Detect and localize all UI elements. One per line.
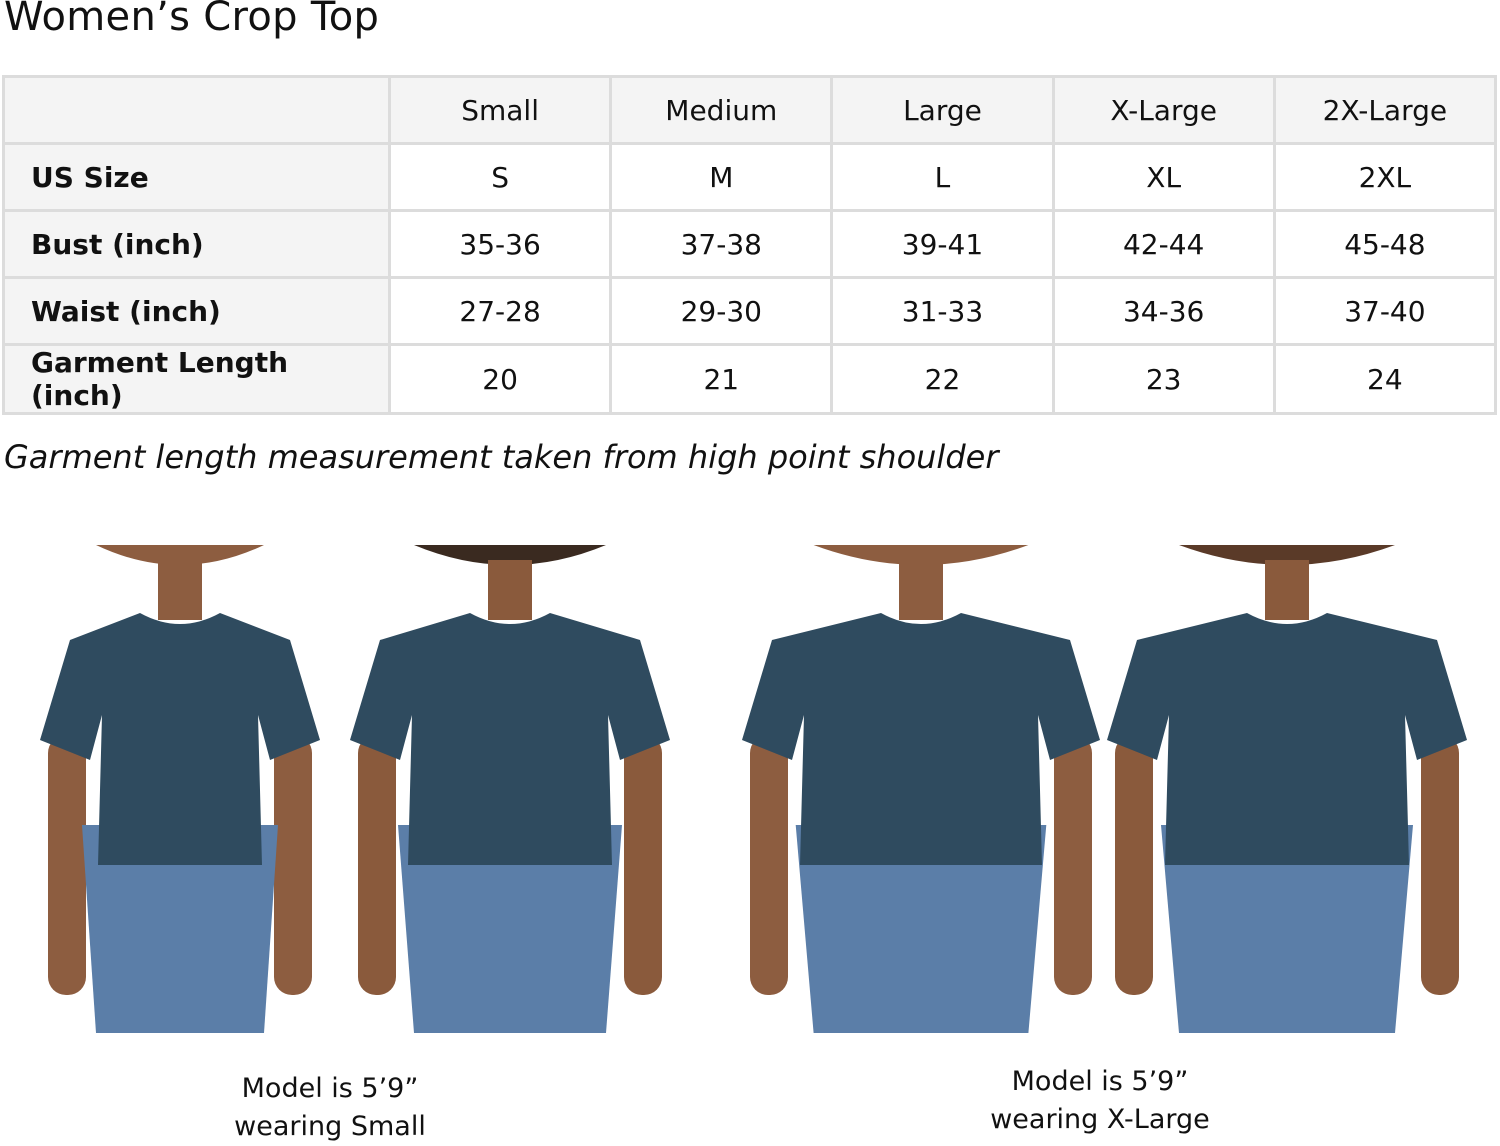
crop-top-shirt bbox=[40, 613, 320, 865]
row-header: Bust (inch) bbox=[2, 209, 391, 279]
head-area bbox=[1179, 545, 1395, 565]
table-row: US Size S M L XL 2XL bbox=[2, 142, 1498, 212]
arm-left bbox=[750, 735, 788, 995]
jeans bbox=[795, 825, 1047, 1033]
arm-left bbox=[358, 735, 396, 995]
caption-line: Model is 5’9” bbox=[1011, 1066, 1189, 1097]
table-cell: XL bbox=[1051, 142, 1276, 212]
page-title: Women’s Crop Top bbox=[4, 0, 380, 40]
table-cell: 27-28 bbox=[387, 276, 613, 346]
jeans bbox=[1161, 825, 1413, 1033]
table-row: Garment Length (inch) 20 21 22 23 24 bbox=[2, 343, 1498, 415]
crop-top-shirt bbox=[1107, 613, 1467, 865]
caption-line: wearing X-Large bbox=[990, 1104, 1210, 1135]
caption-small: Model is 5’9” wearing Small bbox=[130, 1070, 530, 1146]
head-area bbox=[96, 545, 264, 565]
measurement-note: Garment length measurement taken from hi… bbox=[4, 438, 999, 476]
neck bbox=[1265, 560, 1309, 620]
neck bbox=[488, 560, 532, 620]
table-cell: 21 bbox=[609, 343, 834, 415]
table-cell: L bbox=[830, 142, 1055, 212]
arm-right bbox=[1054, 735, 1092, 995]
table-cell: 23 bbox=[1051, 343, 1276, 415]
column-header: Large bbox=[830, 75, 1055, 145]
arm-left bbox=[48, 735, 86, 995]
model-photo-xlarge-front bbox=[742, 545, 1100, 1033]
arm-right bbox=[624, 735, 662, 995]
row-header: Garment Length (inch) bbox=[2, 343, 391, 415]
model-photo-small-front bbox=[40, 545, 320, 1033]
head-area bbox=[414, 545, 606, 565]
column-header: 2X-Large bbox=[1272, 75, 1498, 145]
table-cell: 2XL bbox=[1272, 142, 1498, 212]
table-cell: 45-48 bbox=[1272, 209, 1498, 279]
table-cell: 37-40 bbox=[1272, 276, 1498, 346]
neck bbox=[158, 560, 202, 620]
table-cell: 29-30 bbox=[609, 276, 834, 346]
arm-right bbox=[274, 735, 312, 995]
table-cell: 22 bbox=[830, 343, 1055, 415]
crop-top-shirt bbox=[742, 613, 1100, 865]
arm-left bbox=[1115, 735, 1153, 995]
corner-cell bbox=[2, 75, 391, 145]
jeans bbox=[82, 825, 278, 1033]
table-cell: 35-36 bbox=[387, 209, 613, 279]
table-cell: S bbox=[387, 142, 613, 212]
crop-top-shirt bbox=[350, 613, 670, 865]
column-header: X-Large bbox=[1051, 75, 1276, 145]
caption-line: wearing Small bbox=[234, 1111, 426, 1142]
table-cell: 37-38 bbox=[609, 209, 834, 279]
model-photo-xlarge-back bbox=[1107, 545, 1467, 1033]
head-area bbox=[813, 545, 1029, 565]
table-cell: 42-44 bbox=[1051, 209, 1276, 279]
table-row: Waist (inch) 27-28 29-30 31-33 34-36 37-40 bbox=[2, 276, 1498, 346]
column-header: Small bbox=[387, 75, 613, 145]
table-header-row: Small Medium Large X-Large 2X-Large bbox=[2, 75, 1498, 145]
table-cell: 20 bbox=[387, 343, 613, 415]
jeans bbox=[398, 825, 622, 1033]
table-cell: 39-41 bbox=[830, 209, 1055, 279]
caption-xlarge: Model is 5’9” wearing X-Large bbox=[900, 1063, 1300, 1139]
table-cell: M bbox=[609, 142, 834, 212]
row-header: US Size bbox=[2, 142, 391, 212]
table-row: Bust (inch) 35-36 37-38 39-41 42-44 45-48 bbox=[2, 209, 1498, 279]
table-cell: 31-33 bbox=[830, 276, 1055, 346]
row-header: Waist (inch) bbox=[2, 276, 391, 346]
arm-right bbox=[1421, 735, 1459, 995]
size-chart-table: Small Medium Large X-Large 2X-Large US Size S… bbox=[2, 75, 1498, 415]
column-header: Medium bbox=[609, 75, 834, 145]
model-photo-small-back bbox=[350, 545, 670, 1033]
caption-line: Model is 5’9” bbox=[241, 1073, 419, 1104]
table-cell: 34-36 bbox=[1051, 276, 1276, 346]
table-cell: 24 bbox=[1272, 343, 1498, 415]
neck bbox=[899, 560, 943, 620]
